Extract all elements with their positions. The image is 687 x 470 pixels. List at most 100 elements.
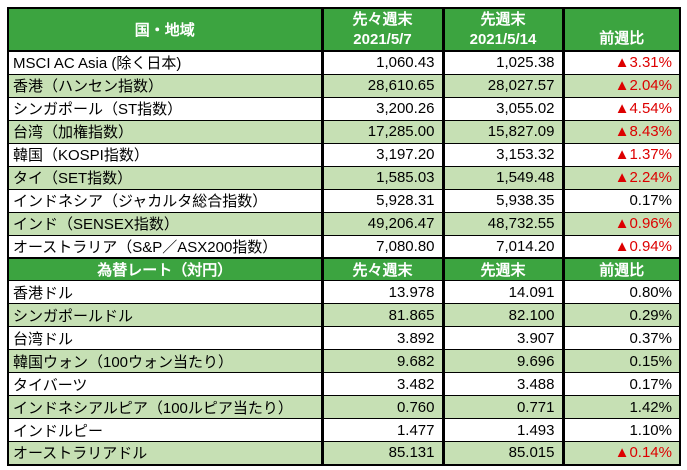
value-week-before-last: 81.865 <box>320 303 444 327</box>
fx-header-row: 為替レート（対円） 先々週末 先週末 前週比 <box>7 257 681 281</box>
value-last-week: 1,549.48 <box>441 165 564 190</box>
market-summary-table: 国・地域 先々週末 2021/5/7 先週末 2021/5/14 前週比 MSC… <box>7 7 681 466</box>
value-wow-change: 1.42% <box>561 395 681 419</box>
value-wow-change: 0.15% <box>561 349 681 373</box>
value-wow-change: ▲0.94% <box>561 234 681 259</box>
value-week-before-last: 3.892 <box>320 326 444 350</box>
value-last-week: 0.771 <box>441 395 564 419</box>
table-row: インドルピー 1.477 1.493 1.10% <box>7 418 681 442</box>
value-wow-change: ▲2.04% <box>561 73 681 98</box>
value-week-before-last: 9.682 <box>320 349 444 373</box>
table-row: インドネシア（ジャカルタ総合指数） 5,928.31 5,938.35 0.17% <box>7 188 681 213</box>
value-week-before-last: 17,285.00 <box>320 119 444 144</box>
value-wow-change: 0.17% <box>561 372 681 396</box>
value-last-week: 14.091 <box>441 280 564 304</box>
wow-label: 前週比 <box>599 30 645 47</box>
row-label: シンガポールドル <box>7 303 323 327</box>
week-before-last-date: 2021/5/7 <box>353 30 412 48</box>
value-last-week: 9.696 <box>441 349 564 373</box>
table-row: 香港ドル 13.978 14.091 0.80% <box>7 280 681 304</box>
row-label: インドルピー <box>7 418 323 442</box>
value-wow-change: 0.37% <box>561 326 681 350</box>
value-wow-change: ▲0.96% <box>561 211 681 236</box>
value-wow-change: ▲1.37% <box>561 142 681 167</box>
value-last-week: 85.015 <box>441 441 564 465</box>
value-last-week: 48,732.55 <box>441 211 564 236</box>
value-last-week: 1.493 <box>441 418 564 442</box>
row-label: タイバーツ <box>7 372 323 396</box>
fx-header-last-week: 先週末 <box>441 257 564 281</box>
table-row: タイバーツ 3.482 3.488 0.17% <box>7 372 681 396</box>
value-week-before-last: 49,206.47 <box>320 211 444 236</box>
value-wow-change: 0.80% <box>561 280 681 304</box>
value-wow-change: 1.10% <box>561 418 681 442</box>
value-week-before-last: 85.131 <box>320 441 444 465</box>
table-row: オーストラリアドル 85.131 85.015 ▲0.14% <box>7 441 681 465</box>
value-wow-change: 0.29% <box>561 303 681 327</box>
row-label: シンガポール（ST指数） <box>7 96 323 121</box>
value-last-week: 1,025.38 <box>441 50 564 75</box>
table-row: インドネシアルピア（100ルピア当たり） 0.760 0.771 1.42% <box>7 395 681 419</box>
row-label: 香港ドル <box>7 280 323 304</box>
row-label: MSCI AC Asia (除く日本) <box>7 50 323 75</box>
row-label: タイ（SET指数） <box>7 165 323 190</box>
indices-header-week-before-last: 先々週末 2021/5/7 <box>320 7 444 52</box>
value-week-before-last: 3,200.26 <box>320 96 444 121</box>
table-row: オーストラリア（S&P／ASX200指数） 7,080.80 7,014.20 ▲0.… <box>7 234 681 259</box>
value-week-before-last: 1,060.43 <box>320 50 444 75</box>
value-last-week: 82.100 <box>441 303 564 327</box>
fx-header-week-before-last: 先々週末 <box>320 257 444 281</box>
value-week-before-last: 28,610.65 <box>320 73 444 98</box>
row-label: 韓国（KOSPI指数） <box>7 142 323 167</box>
value-last-week: 3.488 <box>441 372 564 396</box>
value-week-before-last: 1,585.03 <box>320 165 444 190</box>
value-wow-change: ▲8.43% <box>561 119 681 144</box>
last-week-date: 2021/5/14 <box>469 30 537 48</box>
value-last-week: 15,827.09 <box>441 119 564 144</box>
last-week-label: 先週末 <box>480 10 526 28</box>
indices-header-region: 国・地域 <box>7 7 323 52</box>
table-row: 香港（ハンセン指数） 28,610.65 28,027.57 ▲2.04% <box>7 73 681 98</box>
indices-header-last-week: 先週末 2021/5/14 <box>441 7 564 52</box>
table-row: 韓国ウォン（100ウォン当たり） 9.682 9.696 0.15% <box>7 349 681 373</box>
row-label: 韓国ウォン（100ウォン当たり） <box>7 349 323 373</box>
row-label: オーストラリア（S&P／ASX200指数） <box>7 234 323 259</box>
table-row: 韓国（KOSPI指数） 3,197.20 3,153.32 ▲1.37% <box>7 142 681 167</box>
value-wow-change: 0.17% <box>561 188 681 213</box>
row-label: 香港（ハンセン指数） <box>7 73 323 98</box>
indices-table-body: MSCI AC Asia (除く日本) 1,060.43 1,025.38 ▲3.31… <box>7 50 681 259</box>
row-label: 台湾ドル <box>7 326 323 350</box>
value-last-week: 28,027.57 <box>441 73 564 98</box>
row-label: 台湾（加権指数） <box>7 119 323 144</box>
value-week-before-last: 1.477 <box>320 418 444 442</box>
row-label: インドネシアルピア（100ルピア当たり） <box>7 395 323 419</box>
week-before-last-label: 先々週末 <box>352 10 413 28</box>
value-wow-change: ▲0.14% <box>561 441 681 465</box>
table-row: 台湾（加権指数） 17,285.00 15,827.09 ▲8.43% <box>7 119 681 144</box>
value-wow-change: ▲2.24% <box>561 165 681 190</box>
value-week-before-last: 0.760 <box>320 395 444 419</box>
value-last-week: 3,055.02 <box>441 96 564 121</box>
value-last-week: 3,153.32 <box>441 142 564 167</box>
table-row: タイ（SET指数） 1,585.03 1,549.48 ▲2.24% <box>7 165 681 190</box>
row-label: インドネシア（ジャカルタ総合指数） <box>7 188 323 213</box>
row-label: オーストラリアドル <box>7 441 323 465</box>
table-row: シンガポール（ST指数） 3,200.26 3,055.02 ▲4.54% <box>7 96 681 121</box>
fx-table-body: 香港ドル 13.978 14.091 0.80% シンガポールドル 81.865 82.10… <box>7 280 681 465</box>
indices-header-wow: 前週比 <box>561 7 681 52</box>
value-wow-change: ▲4.54% <box>561 96 681 121</box>
value-last-week: 3.907 <box>441 326 564 350</box>
value-week-before-last: 5,928.31 <box>320 188 444 213</box>
value-last-week: 5,938.35 <box>441 188 564 213</box>
table-row: シンガポールドル 81.865 82.100 0.29% <box>7 303 681 327</box>
value-week-before-last: 3.482 <box>320 372 444 396</box>
value-wow-change: ▲3.31% <box>561 50 681 75</box>
table-row: MSCI AC Asia (除く日本) 1,060.43 1,025.38 ▲3.31… <box>7 50 681 75</box>
fx-header-wow: 前週比 <box>561 257 681 281</box>
value-last-week: 7,014.20 <box>441 234 564 259</box>
fx-header-title: 為替レート（対円） <box>7 257 323 281</box>
value-week-before-last: 7,080.80 <box>320 234 444 259</box>
table-row: 台湾ドル 3.892 3.907 0.37% <box>7 326 681 350</box>
value-week-before-last: 3,197.20 <box>320 142 444 167</box>
